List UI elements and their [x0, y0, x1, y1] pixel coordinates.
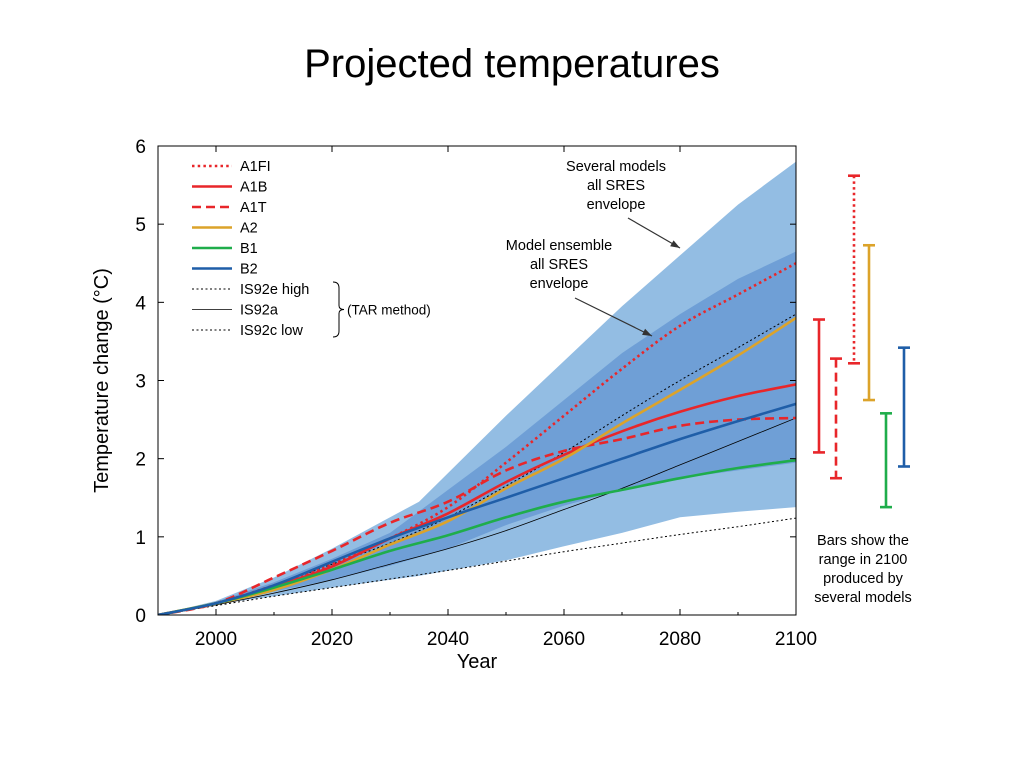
range-bars-note-line: Bars show the — [817, 533, 909, 549]
range-bars-note-line: produced by — [823, 571, 904, 587]
range-bars-note-line: several models — [814, 590, 912, 606]
y-tick-label: 2 — [135, 450, 146, 471]
envelope-label-line: Several models — [566, 159, 666, 175]
y-tick-label: 4 — [135, 293, 146, 314]
y-tick-label: 3 — [135, 372, 146, 393]
envelope-label-line: Model ensemble — [506, 238, 612, 254]
legend-label: A1FI — [240, 159, 271, 175]
range-bars-note-line: range in 2100 — [819, 552, 908, 568]
envelope-band-1 — [158, 251, 796, 615]
y-tick-label: 5 — [135, 215, 146, 236]
x-tick-label: 2080 — [659, 629, 701, 650]
legend-label: A1B — [240, 180, 267, 196]
legend-label: A2 — [240, 221, 258, 237]
envelope-band-0 — [158, 161, 796, 615]
envelope-label-line: all SRES — [587, 178, 645, 194]
legend-label: IS92e high — [240, 282, 309, 298]
series-line-b2 — [158, 402, 796, 615]
legend-label: B1 — [240, 241, 258, 257]
legend-label: IS92c low — [240, 323, 303, 339]
series-line-is92a — [158, 417, 796, 615]
y-tick-label: 1 — [135, 528, 146, 549]
y-tick-label: 6 — [135, 137, 146, 158]
slide-title: Projected temperatures — [304, 42, 720, 86]
envelope-label-line: all SRES — [530, 257, 588, 273]
legend-bracket — [332, 281, 345, 338]
series-line-b1 — [158, 458, 796, 615]
x-tick-label: 2100 — [775, 629, 817, 650]
x-tick-label: 2000 — [195, 629, 237, 650]
envelope-arrow-line — [627, 217, 681, 249]
x-tick-label: 2020 — [311, 629, 353, 650]
envelope-arrow-head — [670, 240, 680, 248]
legend-bracket-label: (TAR method) — [347, 303, 431, 318]
series-line-a1t — [158, 416, 796, 615]
legend-label: A1T — [240, 200, 267, 216]
envelope-label-line: envelope — [587, 197, 646, 213]
series-line-a2 — [158, 316, 796, 615]
envelope-label-line: envelope — [530, 276, 589, 292]
x-tick-label: 2060 — [543, 629, 585, 650]
envelope-arrow-line — [574, 297, 653, 337]
y-tick-label: 0 — [135, 606, 146, 627]
x-tick-label: 2040 — [427, 629, 469, 650]
y-axis-label: Temperature change (°C) — [91, 268, 113, 493]
series-line-is92c-low — [158, 517, 796, 615]
legend-label: B2 — [240, 262, 258, 278]
x-axis-label: Year — [457, 651, 498, 673]
envelope-arrow-head — [642, 328, 652, 336]
legend-label: IS92a — [240, 303, 279, 319]
